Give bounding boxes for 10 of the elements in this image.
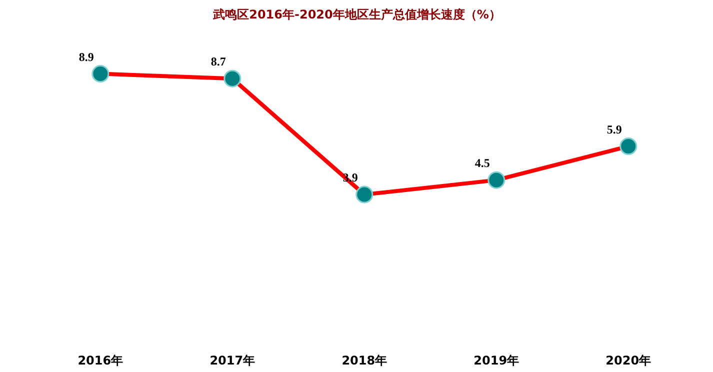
data-label: 4.5	[474, 156, 490, 170]
x-tick-label: 2016年	[78, 354, 124, 368]
data-label: 8.9	[78, 50, 94, 64]
data-label: 8.7	[210, 54, 226, 69]
x-tick-label: 2018年	[342, 354, 388, 368]
x-tick-label: 2017年	[210, 354, 256, 368]
x-tick-label: 2020年	[606, 354, 652, 368]
x-tick-label: 2019年	[474, 354, 520, 368]
data-label: 5.9	[606, 122, 622, 136]
chart-title: 武鸣区2016年-2020年地区生产总值增长速度（%）	[212, 8, 501, 22]
